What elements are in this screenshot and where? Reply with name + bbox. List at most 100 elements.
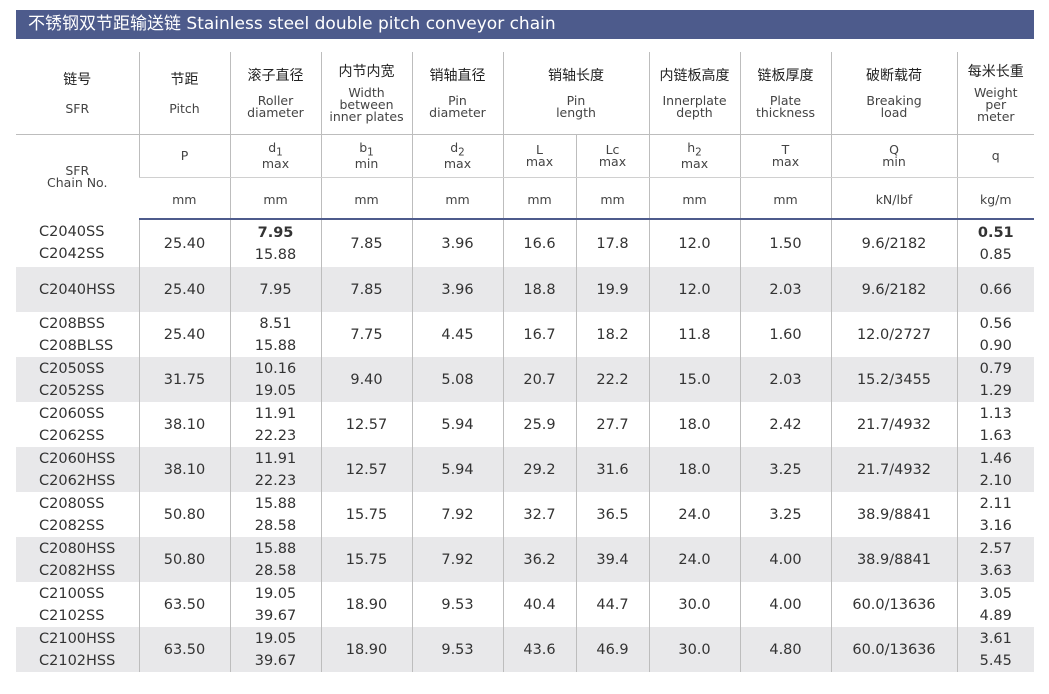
cell-inner-width: 18.90 [320,582,412,627]
unit-Q: kN/lbf [830,177,957,220]
cell-chain-no: C2050SS C2052SS [16,357,139,402]
cell-weight-line: 3.16 [979,517,1012,534]
cell-chain-no-line: C2062SS [39,427,105,444]
cell-pin-length-Lc: 31.6 [575,447,649,492]
header-en: diameter [247,105,304,120]
cell-pin-length-Lc: 22.2 [575,357,649,402]
table-row: C208BSS C208BLSS 25.40 8.51 15.88 7.75 4.45 16.… [16,312,1034,357]
header-en: Breaking [866,93,922,108]
cell-pin-length-L: 36.2 [502,537,576,582]
cell-pin-length-L: 25.9 [502,402,576,447]
cell-pin-diameter: 5.94 [411,402,503,447]
symbol-sub: 1 [367,146,374,159]
cell-weight: 1.13 1.63 [956,402,1034,447]
unit-b1: mm [320,177,412,220]
cell-plate-thickness: 1.60 [739,312,831,357]
cell-roller-diameter-line: 39.67 [254,607,297,624]
unit: mm [172,191,197,207]
cell-roller-diameter-line: 10.16 [254,360,297,377]
cell-weight-line: 1.13 [979,405,1012,422]
header-sfr-chain-no: SFR Chain No. [16,135,139,220]
cell-chain-no-line: C208BLSS [39,337,114,354]
cell-chain-no: C2100HSS C2102HSS [16,627,139,672]
cell-inner-width: 7.85 [320,219,412,267]
cell-plate-thickness: 3.25 [739,447,831,492]
cell-breaking-load: 15.2/3455 [830,357,957,402]
cell-innerplate-depth: 24.0 [648,492,740,537]
cell-roller-diameter-line: 19.05 [254,585,297,602]
cell-breaking-load: 21.7/4932 [830,402,957,447]
header-en: between [339,97,394,112]
symbol-b1: b1 min [320,134,412,178]
cell-chain-no: C2040SS C2042SS [16,219,139,267]
header-en: Plate [769,93,802,108]
cell-weight-line: 2.11 [979,495,1012,512]
cell-chain-no-line: C2060SS [39,405,105,422]
unit-Lc: mm [575,177,649,220]
cell-roller-diameter-line: 15.88 [254,495,297,512]
cell-chain-no-line: C2100HSS [39,630,116,647]
header-plate-thickness: 链板厚度 Plate thickness [739,52,831,135]
cell-breaking-load: 60.0/13636 [830,627,957,672]
cell-chain-no: C2080SS C2082SS [16,492,139,537]
cell-roller-diameter-line: 15.88 [254,540,297,557]
cell-pin-diameter: 3.96 [411,219,503,267]
cell-weight: 2.57 3.63 [956,537,1034,582]
cell-weight-line: 3.63 [979,562,1012,579]
unit: mm [527,191,552,207]
unit-d2: mm [411,177,503,220]
cell-roller-diameter: 15.88 28.58 [229,492,321,537]
symbol-d2: d2 max [411,134,503,178]
symbol-limit: min [354,156,379,172]
cell-pitch: 25.40 [138,267,230,312]
symbol: Lc [605,142,620,157]
cell-pin-length-Lc: 39.4 [575,537,649,582]
header-en: load [880,105,908,120]
cell-plate-thickness: 3.25 [739,492,831,537]
header-en: Pitch [169,101,200,116]
cell-weight-line: 0.51 [977,224,1014,241]
cell-inner-width: 9.40 [320,357,412,402]
header-cn: 销轴直径 [429,68,486,84]
header-en: Innerplate [662,93,727,108]
symbol: L [536,142,543,157]
cell-pitch: 63.50 [138,582,230,627]
cell-pin-length-L: 29.2 [502,447,576,492]
cell-innerplate-depth: 30.0 [648,627,740,672]
header-en: diameter [429,105,486,120]
cell-pin-length-L: 16.6 [502,219,576,267]
cell-chain-no-line: C208BSS [39,315,105,332]
cell-chain-no-line: C2040SS [39,224,105,240]
cell-chain-no-line: C2082HSS [39,562,116,579]
cell-plate-thickness: 2.42 [739,402,831,447]
cell-breaking-load: 38.9/8841 [830,492,957,537]
cell-pin-length-L: 18.8 [502,267,576,312]
cell-chain-no-line: C2060HSS [39,450,116,467]
header-chain-no-label: Chain No. [47,175,108,190]
unit: mm [354,191,379,207]
cell-plate-thickness: 4.00 [739,582,831,627]
symbol: T [781,142,790,157]
symbol-sub: 2 [458,146,465,159]
cell-roller-diameter-line: 15.88 [254,337,297,354]
cell-roller-diameter-line: 11.91 [254,450,297,467]
header-cn: 节距 [170,72,199,88]
cell-weight-line: 0.85 [979,246,1012,263]
cell-pitch: 50.80 [138,492,230,537]
cell-weight-line: 2.57 [979,540,1012,557]
symbol-d1: d1 max [229,134,321,178]
cell-roller-diameter-line: 28.58 [254,517,297,534]
cell-chain-no: C2080HSS C2082HSS [16,537,139,582]
header-innerplate-depth: 内链板高度 Innerplate depth [648,52,740,135]
header-en: inner plates [329,109,404,124]
header-en: thickness [755,105,816,120]
cell-roller-diameter: 19.05 39.67 [229,627,321,672]
table-row: C2060HSS C2062HSS 38.10 11.91 22.23 12.57 5.94… [16,447,1034,492]
unit: mm [773,191,798,207]
cell-pin-diameter: 7.92 [411,537,503,582]
cell-innerplate-depth: 12.0 [648,267,740,312]
header-cn: 链板厚度 [757,68,814,84]
cell-roller-diameter-line: 7.95 [259,281,292,298]
cell-roller-diameter: 11.91 22.23 [229,447,321,492]
